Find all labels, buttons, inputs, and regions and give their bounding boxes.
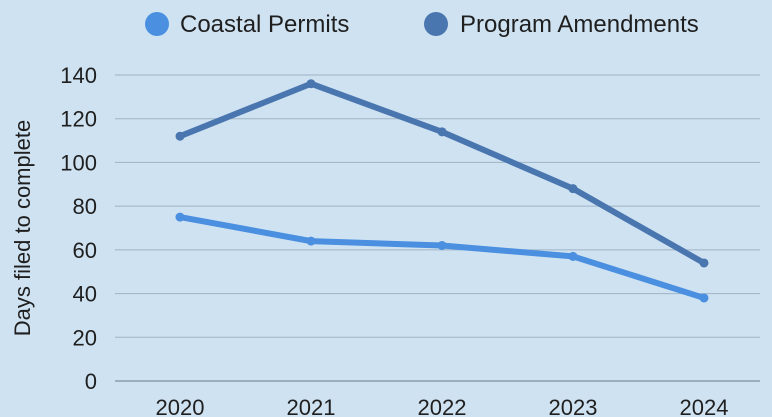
x-tick-label: 2023 <box>549 395 598 417</box>
data-point-program-amendments <box>699 258 709 268</box>
data-point-program-amendments <box>175 131 185 141</box>
data-point-coastal-permits <box>437 240 447 250</box>
data-point-coastal-permits <box>175 212 185 222</box>
y-tick-label: 120 <box>60 107 97 132</box>
legend-marker-coastal-permits <box>145 12 169 36</box>
legend-label-program-amendments: Program Amendments <box>460 11 699 38</box>
y-tick-label: 60 <box>73 238 97 263</box>
x-axis-ticks: 2020 2021 2022 2023 2024 <box>156 395 729 417</box>
y-tick-label: 40 <box>73 282 97 307</box>
x-tick-label: 2022 <box>418 395 467 417</box>
legend-label-coastal-permits: Coastal Permits <box>180 11 349 38</box>
data-point-program-amendments <box>437 127 447 137</box>
data-point-coastal-permits <box>568 251 578 261</box>
series-line-program-amendments <box>177 80 707 266</box>
y-tick-label: 20 <box>73 325 97 350</box>
legend-marker-program-amendments <box>424 12 448 36</box>
data-series <box>175 79 709 303</box>
chart-legend: Coastal Permits Program Amendments <box>145 11 699 38</box>
y-tick-label: 100 <box>60 150 97 175</box>
data-point-program-amendments <box>306 79 316 89</box>
x-tick-label: 2021 <box>287 395 336 417</box>
y-axis-title: Days filed to complete <box>10 120 35 336</box>
data-point-coastal-permits <box>306 236 316 246</box>
data-point-coastal-permits <box>699 293 709 303</box>
x-tick-label: 2020 <box>156 395 205 417</box>
x-tick-label: 2024 <box>680 395 729 417</box>
y-tick-label: 80 <box>73 194 97 219</box>
y-axis-ticks: 0 20 40 60 80 100 120 140 <box>60 63 97 394</box>
data-point-program-amendments <box>568 184 578 194</box>
y-tick-label: 140 <box>60 63 97 88</box>
y-tick-label: 0 <box>85 369 97 394</box>
series-line-coastal-permits <box>177 214 707 301</box>
